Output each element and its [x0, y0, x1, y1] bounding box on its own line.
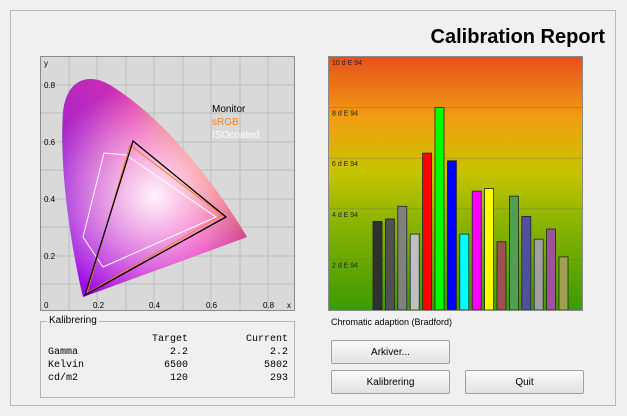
x-tick-label: 0.6: [206, 301, 218, 310]
x-axis-letter: x: [287, 301, 291, 310]
y-axis-letter: y: [44, 59, 48, 68]
bar: [372, 221, 383, 311]
y-tick-label: 0.4: [44, 195, 56, 204]
y-tick-label: 6 d E 94: [332, 161, 358, 168]
y-tick-label: 8 d E 94: [332, 111, 358, 118]
bar: [471, 190, 482, 311]
table-cell: Gamma: [48, 347, 79, 358]
delta-e-svg: 2 d E 94 4 d E 94 6 d E 94 8 d E 94 10 d E 9…: [329, 56, 582, 311]
bar: [533, 238, 544, 311]
bar: [385, 218, 395, 311]
arkiver-button[interactable]: Arkiver...: [331, 340, 450, 364]
kalibrering-legend: Kalibrering: [47, 315, 99, 326]
table-cell: cd/m2: [48, 373, 79, 384]
table-cell: 120: [169, 373, 188, 384]
bar: [546, 228, 557, 311]
table-row: Gamma 2.2 2.2: [48, 347, 288, 360]
table-row: cd/m2 120 293: [48, 373, 288, 386]
table-cell: 6500: [163, 360, 188, 371]
table-row: Kelvin 6500 5802: [48, 360, 288, 373]
quit-button[interactable]: Quit: [465, 370, 584, 394]
cie-svg: y 0.8 0.6 0.4 0.2 0 0.2 0.4 0.6 0.8 x Mo…: [41, 57, 294, 310]
legend-isocoated: ISOcoated: [212, 130, 259, 141]
bar: [508, 195, 519, 311]
bar: [409, 233, 420, 311]
legend-srgb: sRGB: [212, 117, 239, 128]
x-tick-label: 0.4: [149, 301, 161, 310]
kalibrering-table: Target Current Gamma 2.2 2.2 Kelvin 6500…: [48, 334, 288, 386]
bar: [422, 152, 432, 311]
bar: [484, 188, 495, 311]
y-tick-label: 0.8: [44, 81, 56, 90]
isocoated-gamut: [82, 152, 218, 268]
table-cell: 2.2: [169, 347, 188, 358]
y-tick-label: 10 d E 94: [332, 60, 362, 67]
y-tick-label: 0.6: [44, 138, 56, 147]
table-cell: 293: [269, 373, 288, 384]
y-tick-label: 2 d E 94: [332, 262, 358, 269]
delta-e-chart: 2 d E 94 4 d E 94 6 d E 94 8 d E 94 10 d E 9…: [328, 56, 583, 311]
bar: [521, 215, 532, 311]
table-cell: 5802: [263, 360, 288, 371]
x-tick-label: 0: [44, 301, 49, 310]
table-header-row: Target Current: [48, 334, 288, 347]
bar: [558, 256, 569, 311]
kalibrering-button[interactable]: Kalibrering: [331, 370, 450, 394]
x-tick-label: 0.2: [93, 301, 105, 310]
bar: [447, 160, 457, 311]
y-tick-label: 0.2: [44, 252, 56, 261]
bar: [496, 241, 507, 311]
table-cell: 2.2: [269, 347, 288, 358]
monitor-gamut: [83, 139, 228, 297]
page-title: Calibration Report: [430, 26, 605, 48]
x-tick-label: 0.8: [263, 301, 275, 310]
table-header: Target: [151, 334, 188, 345]
table-header: Current: [245, 334, 288, 345]
y-tick-label: 4 d E 94: [332, 212, 358, 219]
cie-diagram: y 0.8 0.6 0.4 0.2 0 0.2 0.4 0.6 0.8 x Mo…: [40, 56, 295, 311]
table-cell: Kelvin: [48, 360, 85, 371]
bar: [397, 205, 408, 311]
kalibrering-group: [40, 321, 295, 398]
bar: [434, 107, 445, 311]
chart-caption: Chromatic adaption (Bradford): [331, 317, 453, 327]
legend-monitor: Monitor: [212, 104, 246, 115]
bar: [459, 233, 470, 311]
